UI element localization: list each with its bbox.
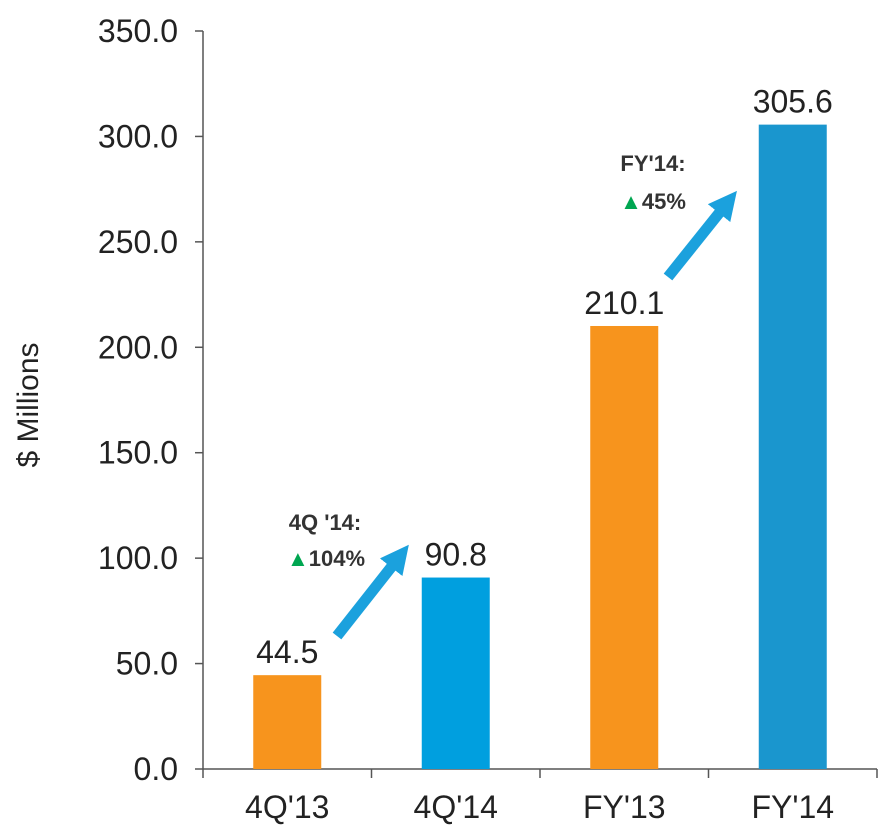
up-triangle-icon: ▲	[620, 189, 642, 214]
annotation-4q: 4Q '14: ▲104%	[287, 510, 409, 640]
x-tick-label: 4Q'14	[414, 789, 498, 825]
y-tick-label: 150.0	[98, 435, 178, 471]
annotation-change: ▲45%	[620, 189, 686, 214]
annotation-fy: FY'14: ▲45%	[620, 151, 737, 281]
y-tick-label: 300.0	[98, 118, 178, 154]
y-tick-label: 200.0	[98, 329, 178, 365]
bar-value-label: 44.5	[256, 634, 318, 670]
bar	[758, 124, 827, 769]
x-tick-label: FY'13	[583, 789, 666, 825]
y-tick-label: 250.0	[98, 224, 178, 260]
annotation-change-value: 45%	[642, 189, 686, 214]
bar-value-label: 210.1	[584, 285, 664, 321]
x-tick-label: 4Q'13	[245, 789, 329, 825]
up-triangle-icon: ▲	[287, 546, 309, 571]
y-axis-title: $ Millions	[12, 342, 45, 467]
bars	[253, 124, 827, 769]
bar-value-label: 90.8	[425, 537, 487, 573]
annotation-change-value: 104%	[309, 546, 365, 571]
bar-value-labels: 44.5 90.8 210.1 305.6	[256, 84, 833, 671]
bar	[590, 325, 659, 769]
y-tick-label: 350.0	[98, 13, 178, 49]
annotation-change: ▲104%	[287, 546, 365, 571]
growth-arrow	[332, 544, 409, 640]
annotation-period: FY'14:	[620, 151, 685, 176]
bar	[421, 577, 490, 769]
bar	[253, 675, 322, 769]
x-axis-labels: 4Q'13 4Q'14 FY'13 FY'14	[245, 789, 834, 825]
y-axis: 0.0 50.0 100.0 150.0 200.0 250.0 300.0 350.0	[98, 13, 203, 787]
x-tick-label: FY'14	[751, 789, 834, 825]
y-tick-label: 50.0	[116, 646, 178, 682]
bar-value-label: 305.6	[753, 84, 833, 120]
y-tick-label: 100.0	[98, 540, 178, 576]
growth-arrow	[663, 190, 737, 281]
y-tick-label: 0.0	[134, 751, 178, 787]
annotation-period: 4Q '14:	[289, 510, 362, 535]
